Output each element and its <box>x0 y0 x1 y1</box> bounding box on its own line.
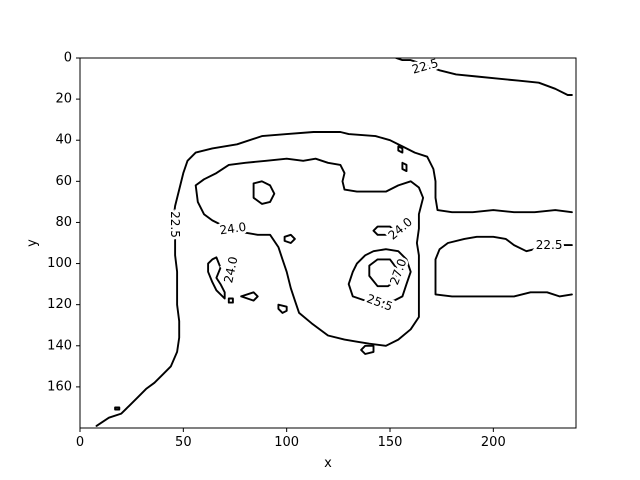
contour-line-24-6 <box>252 180 276 205</box>
x-tick-label: 50 <box>175 435 192 450</box>
x-axis-ticks: 0 50 100 150 200 <box>76 428 506 450</box>
contour-line-24-10 <box>277 303 288 314</box>
contour-label: 24.0 <box>219 220 247 238</box>
contour-label: 22.5 <box>410 56 440 77</box>
y-axis-ticks: 0 20 40 60 80 100 120 140 160 <box>47 51 80 394</box>
y-tick-label: 160 <box>47 379 72 394</box>
y-tick-label: 60 <box>55 174 72 189</box>
y-tick-label: 100 <box>47 256 72 271</box>
y-tick-label: 120 <box>47 297 72 312</box>
x-tick-label: 100 <box>274 435 299 450</box>
y-tick-label: 40 <box>55 133 72 148</box>
contour-label: 24.0 <box>221 255 240 284</box>
contour-line-24-9 <box>240 291 259 302</box>
contour-line-27-16 <box>368 258 398 288</box>
contour-line-25-5-15 <box>347 248 412 304</box>
y-tick-label: 140 <box>47 338 72 353</box>
contour-label: 22.5 <box>536 238 563 252</box>
contour-line-22-5-3 <box>114 406 121 411</box>
contour-line-22-5-0 <box>95 131 573 427</box>
contour-line-24-14 <box>372 225 396 236</box>
contour-line-24-8 <box>227 297 234 304</box>
contour-line-24-11 <box>397 145 404 154</box>
x-axis-label: x <box>324 456 332 471</box>
contour-label: 24.0 <box>386 215 415 243</box>
contour-line-24-4 <box>194 157 425 347</box>
contour-line-22-5-2 <box>395 58 573 96</box>
contour-labels: 22.522.522.5 24.024.024.025.527.0 <box>166 53 565 316</box>
contour-line-24-12 <box>401 161 408 173</box>
y-tick-label: 0 <box>64 51 72 66</box>
y-axis-label: y <box>25 239 40 247</box>
y-tick-label: 20 <box>55 92 72 107</box>
y-tick-label: 80 <box>55 215 72 230</box>
contour-lines <box>95 58 573 427</box>
contour-line-22-5-1 <box>434 235 573 298</box>
x-tick-label: 0 <box>76 435 84 450</box>
x-tick-label: 150 <box>378 435 403 450</box>
contour-label: 22.5 <box>168 211 182 238</box>
contour-line-24-5 <box>207 256 226 300</box>
contour-label: 25.5 <box>365 291 395 313</box>
x-tick-label: 200 <box>481 435 506 450</box>
contour-line-24-7 <box>283 233 296 244</box>
plot-frame <box>79 57 577 429</box>
contour-line-24-13 <box>360 344 375 355</box>
